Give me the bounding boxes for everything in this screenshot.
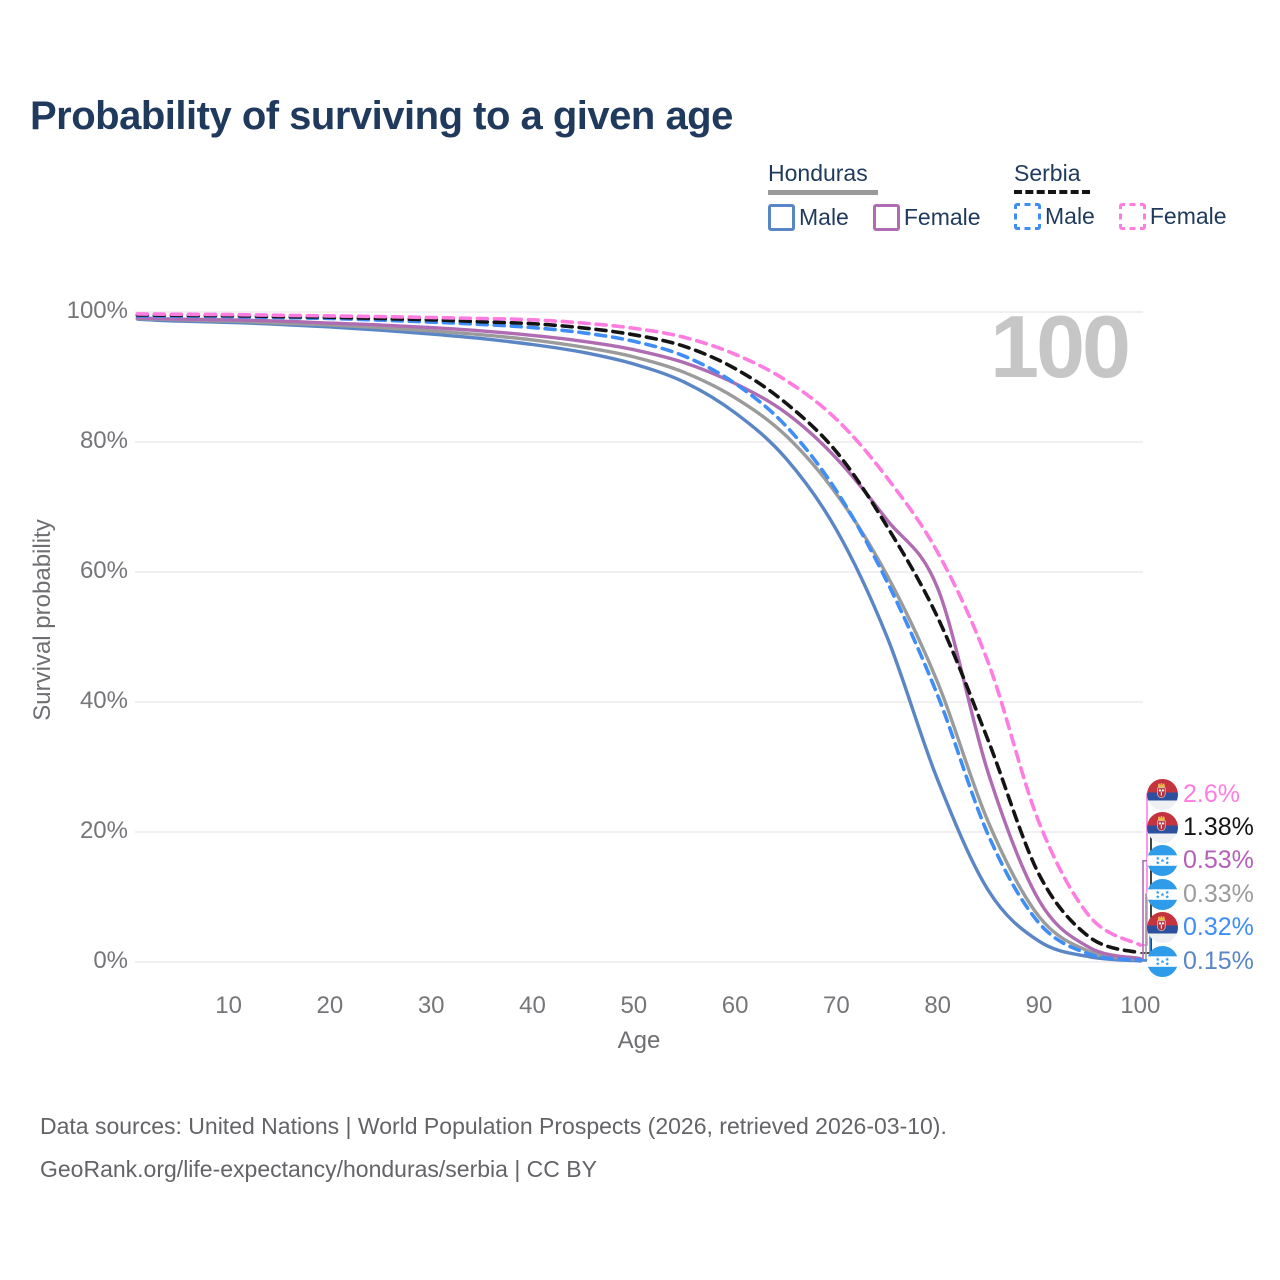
footer-url: GeoRank.org/life-expectancy/honduras/ser… bbox=[40, 1156, 597, 1182]
series-line-honduras-female bbox=[135, 316, 1142, 961]
x-axis-title: Age bbox=[617, 1027, 661, 1054]
legend-item-label: Male bbox=[799, 204, 849, 230]
legend-header-serbia: Serbia bbox=[1014, 160, 1081, 186]
legend-item-serbia-female[interactable]: Female bbox=[1118, 203, 1227, 230]
x-tick-label: 80 bbox=[924, 992, 952, 1019]
x-tick-label: 20 bbox=[316, 992, 344, 1019]
x-tick-label: 40 bbox=[519, 992, 546, 1019]
footer-attribution: Data sources: United Nations | World Pop… bbox=[40, 1105, 947, 1191]
legend-group-serbia: Serbia Male Female bbox=[1014, 160, 1251, 230]
end-label-serbia-combined: 1.38% bbox=[1147, 811, 1254, 843]
y-tick-label: 60% bbox=[79, 557, 128, 584]
series-line-serbia-combined bbox=[135, 313, 1143, 955]
footer-data-sources: Data sources: United Nations | World Pop… bbox=[40, 1113, 947, 1139]
end-label-serbia-male: 0.32% bbox=[1147, 912, 1254, 944]
x-tick-label: 70 bbox=[823, 992, 850, 1019]
legend-item-label: Female bbox=[1149, 203, 1227, 229]
legend-item-serbia-male[interactable]: Male bbox=[1014, 203, 1095, 230]
x-tick-label: 60 bbox=[721, 992, 749, 1019]
x-tick-label: 50 bbox=[620, 992, 648, 1019]
legend-group-honduras: Honduras Male Female bbox=[768, 160, 1005, 231]
serbia-male-swatch-icon bbox=[1014, 203, 1041, 230]
series-line-serbia-female bbox=[135, 312, 1143, 947]
y-tick-label: 80% bbox=[79, 427, 128, 454]
honduras-male-swatch-icon bbox=[768, 204, 795, 231]
serbia-flag-icon bbox=[1147, 811, 1178, 843]
end-label-honduras-female: 0.53% bbox=[1147, 845, 1254, 877]
honduras-flag-icon bbox=[1147, 845, 1178, 877]
serbia-flag-icon bbox=[1147, 778, 1178, 810]
serbia-female-swatch-icon bbox=[1118, 203, 1146, 230]
legend-honduras-line-swatch bbox=[768, 190, 878, 195]
x-tick-label: 30 bbox=[417, 992, 445, 1019]
end-label-value: 0.33% bbox=[1183, 879, 1254, 908]
end-label-value: 0.53% bbox=[1183, 846, 1254, 875]
end-label-honduras-combined: 0.33% bbox=[1147, 878, 1254, 910]
series-line-honduras-male bbox=[135, 317, 1142, 963]
end-label-value: 1.38% bbox=[1183, 812, 1254, 841]
legend-item-label: Female bbox=[903, 204, 981, 230]
legend-header-honduras: Honduras bbox=[768, 160, 868, 186]
serbia-flag-icon bbox=[1147, 912, 1178, 944]
end-label-serbia-female: 2.6% bbox=[1147, 778, 1240, 810]
y-tick-label: 20% bbox=[79, 817, 128, 844]
legend-serbia-line-swatch bbox=[1014, 190, 1090, 194]
series-line-honduras-combined bbox=[135, 316, 1142, 962]
x-tick-label: 10 bbox=[215, 992, 242, 1019]
x-tick-label: 90 bbox=[1025, 992, 1053, 1019]
y-tick-label: 40% bbox=[79, 687, 128, 714]
end-label-value: 0.15% bbox=[1183, 946, 1254, 975]
honduras-flag-icon bbox=[1147, 945, 1178, 977]
legend-item-honduras-male[interactable]: Male bbox=[768, 204, 849, 231]
y-tick-label: 0% bbox=[93, 947, 128, 974]
end-label-honduras-male: 0.15% bbox=[1147, 945, 1254, 977]
end-label-value: 2.6% bbox=[1183, 779, 1240, 808]
x-tick-label: 100 bbox=[1120, 992, 1161, 1019]
y-axis-title: Survival probability bbox=[29, 519, 56, 721]
honduras-flag-icon bbox=[1147, 878, 1178, 910]
legend-item-label: Male bbox=[1045, 203, 1095, 229]
honduras-female-swatch-icon bbox=[872, 204, 900, 231]
series-line-serbia-male bbox=[135, 314, 1143, 962]
page-title: Probability of surviving to a given age bbox=[30, 94, 733, 138]
hovered-age-watermark: 100 bbox=[990, 297, 1131, 396]
y-tick-label: 100% bbox=[66, 297, 128, 324]
legend-item-honduras-female[interactable]: Female bbox=[872, 204, 981, 231]
end-label-value: 0.32% bbox=[1183, 913, 1254, 942]
